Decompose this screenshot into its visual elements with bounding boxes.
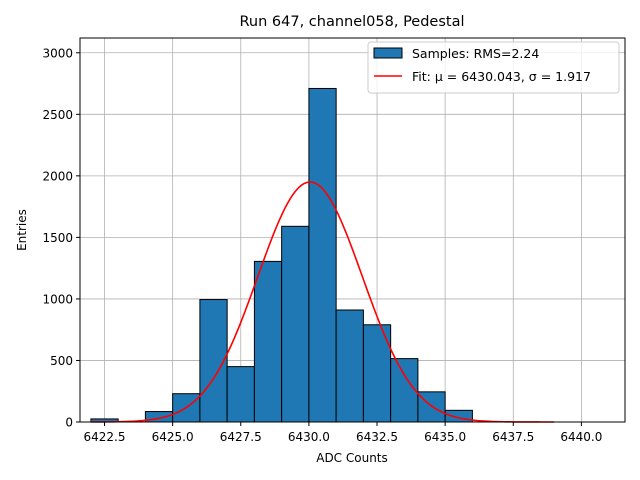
plot-frame (79, 37, 626, 423)
histogram-bar (199, 299, 228, 423)
histogram-bar (417, 391, 446, 423)
chart-title: Run 647, channel058, Pedestal (239, 14, 464, 30)
histogram-bar (335, 309, 364, 423)
x-tick-label: 6425.0 (152, 430, 194, 444)
y-tick-label: 2000 (42, 169, 73, 183)
x-tick-label: 6432.5 (356, 430, 398, 444)
x-axis-ticks: 6422.5 6425.0 6427.5 6430.0 6432.5 6435.0 6437… (84, 422, 602, 444)
histogram-bars (90, 87, 473, 423)
y-tick-label: 3000 (42, 46, 73, 60)
legend-fit-label: Fit: μ = 6430.043, σ = 1.917 (412, 69, 591, 84)
y-axis-label: Entries (15, 209, 29, 251)
legend-box (367, 41, 620, 94)
histogram-bar (226, 366, 255, 423)
grid-lines (80, 38, 625, 423)
histogram-bar (253, 260, 283, 423)
fit-curve (90, 181, 555, 423)
histogram-bar (308, 87, 337, 423)
y-tick-label: 1500 (42, 231, 73, 245)
histogram-bar (390, 358, 419, 423)
x-tick-label: 6437.5 (492, 430, 534, 444)
y-tick-label: 1000 (42, 292, 73, 306)
y-tick-label: 2500 (42, 108, 73, 122)
x-tick-label: 6422.5 (84, 430, 126, 444)
legend: Samples: RMS=2.24 Fit: μ = 6430.043, σ =… (367, 41, 620, 94)
x-tick-label: 6435.0 (424, 430, 466, 444)
legend-samples-swatch (373, 47, 403, 59)
legend-samples-label: Samples: RMS=2.24 (412, 46, 539, 61)
y-tick-label: 500 (50, 354, 73, 368)
x-axis-label: ADC Counts (316, 451, 388, 465)
y-tick-label: 0 (65, 416, 73, 430)
histogram-bar (281, 225, 310, 423)
y-axis-ticks: 0 500 1000 1500 2000 2500 3000 (42, 46, 80, 430)
x-tick-label: 6427.5 (220, 430, 262, 444)
x-tick-label: 6430.0 (288, 430, 330, 444)
x-tick-label: 6440.0 (560, 430, 602, 444)
